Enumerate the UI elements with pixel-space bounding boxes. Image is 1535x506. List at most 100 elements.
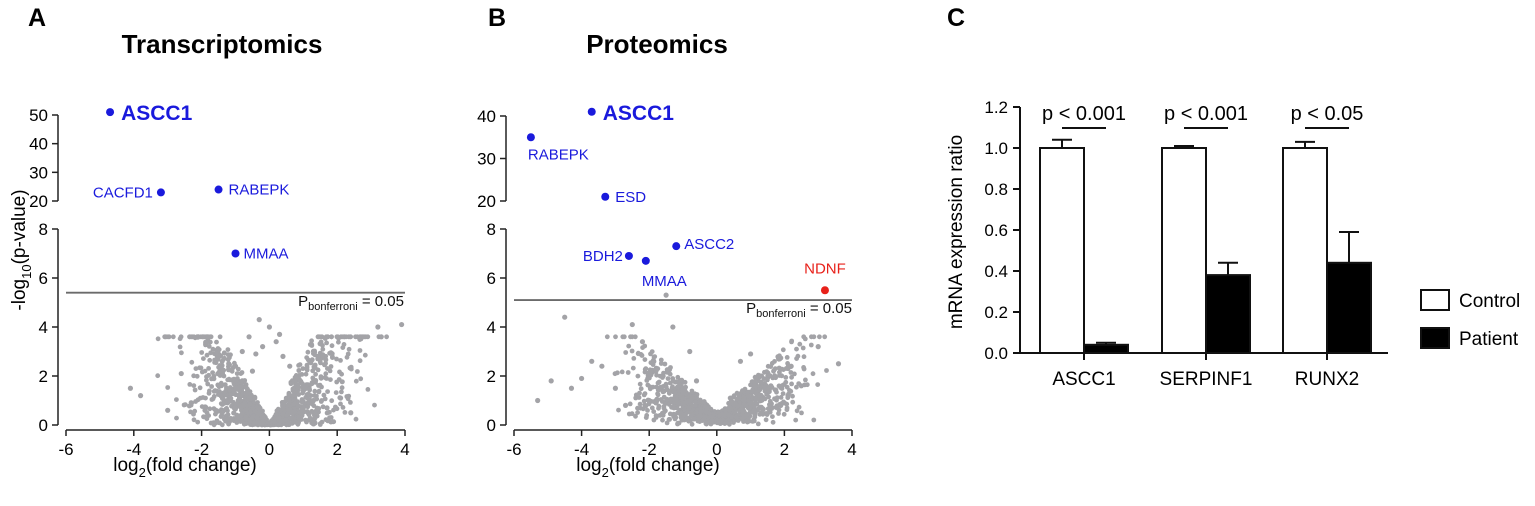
- y-tick-label: 0: [39, 416, 48, 435]
- data-point: [657, 413, 663, 418]
- data-point: [255, 400, 260, 405]
- bar: [1205, 274, 1251, 355]
- data-point: [303, 417, 308, 423]
- data-point: [658, 397, 664, 402]
- data-point: [353, 416, 359, 422]
- data-point: [645, 382, 651, 388]
- bar: [1039, 147, 1085, 354]
- background-points: [535, 292, 842, 427]
- data-point: [325, 418, 331, 424]
- data-point: [741, 398, 747, 404]
- data-point: [192, 335, 198, 341]
- y-tick-label: 50: [29, 106, 48, 125]
- data-point: [320, 404, 326, 410]
- y-tick-label: 8: [487, 220, 496, 239]
- data-point: [273, 339, 279, 345]
- data-point: [318, 375, 324, 381]
- data-point: [287, 403, 293, 409]
- significant-point: [587, 107, 596, 116]
- data-point: [224, 385, 229, 391]
- data-point: [622, 402, 629, 408]
- data-point: [798, 383, 804, 389]
- data-point: [678, 415, 684, 420]
- data-point: [670, 324, 676, 330]
- data-point: [664, 396, 670, 402]
- volcano-plot-transcriptomics: -6 -4 -2 0 2 4 0 2 4 6 8 20 30 40 50 ASCC1 CACFD1 RABEP…: [9, 102, 410, 480]
- data-point: [693, 399, 698, 405]
- data-point: [324, 405, 330, 411]
- data-point: [178, 334, 184, 340]
- data-point: [348, 364, 354, 370]
- data-point: [654, 384, 659, 390]
- data-point: [835, 361, 842, 367]
- data-point: [344, 394, 350, 399]
- data-point: [341, 334, 346, 340]
- data-point: [718, 418, 724, 423]
- data-point: [808, 342, 814, 348]
- data-point: [287, 399, 292, 405]
- data-point: [651, 359, 657, 364]
- data-point: [315, 334, 321, 340]
- data-point: [372, 402, 377, 408]
- data-point: [620, 334, 626, 340]
- data-point: [399, 321, 405, 328]
- data-point: [191, 417, 197, 423]
- data-point: [365, 387, 371, 392]
- data-point: [664, 367, 670, 373]
- data-point: [225, 347, 231, 352]
- data-point: [658, 357, 664, 363]
- data-point: [223, 418, 229, 424]
- data-point: [664, 420, 670, 426]
- data-point: [638, 386, 644, 392]
- data-point: [633, 413, 638, 419]
- data-point: [226, 361, 232, 367]
- y-tick-label: 30: [477, 150, 496, 169]
- data-point: [792, 371, 797, 377]
- data-point: [770, 419, 776, 425]
- data-point: [674, 384, 680, 390]
- bar-chart-mrna-expression: 0.0 0.2 0.4 0.6 0.8 1.0 1.2 ASCC1 SERPINF1 RUNX2…: [946, 98, 1520, 390]
- data-point: [283, 417, 289, 423]
- panel-title-transcriptomics: Transcriptomics: [122, 29, 323, 59]
- data-point: [643, 415, 649, 420]
- data-point: [288, 381, 294, 387]
- data-point: [209, 376, 214, 382]
- data-point: [811, 334, 817, 340]
- data-point: [307, 416, 313, 422]
- data-point: [347, 334, 353, 340]
- data-point: [688, 397, 694, 403]
- data-point: [199, 350, 205, 355]
- data-point: [354, 334, 360, 340]
- data-point: [637, 401, 643, 407]
- data-point: [776, 411, 781, 416]
- data-point: [799, 410, 804, 416]
- data-point: [287, 363, 293, 369]
- data-point: [299, 406, 305, 412]
- data-point: [623, 350, 629, 355]
- data-point: [687, 348, 693, 355]
- data-point: [335, 334, 341, 340]
- data-point: [783, 375, 789, 380]
- data-point: [779, 373, 785, 379]
- x-tick-label: -6: [58, 440, 73, 459]
- p-value-label: p < 0.001: [1042, 103, 1126, 125]
- significant-point: [672, 242, 681, 251]
- data-point: [329, 398, 335, 404]
- data-point: [735, 418, 741, 423]
- data-point: [319, 398, 325, 403]
- data-point: [257, 409, 262, 415]
- legend-swatch: [1420, 289, 1450, 311]
- data-point: [693, 378, 700, 384]
- data-point: [291, 401, 297, 407]
- data-point: [794, 346, 799, 352]
- y-axis-label: mRNA expression ratio: [946, 135, 967, 329]
- data-point: [746, 406, 752, 412]
- data-point: [239, 391, 245, 397]
- data-point: [305, 349, 311, 355]
- data-point: [320, 346, 326, 352]
- data-point: [300, 366, 306, 371]
- x-tick-label: -6: [506, 440, 521, 459]
- data-point: [193, 366, 199, 371]
- data-point: [217, 363, 223, 368]
- data-point: [652, 354, 658, 359]
